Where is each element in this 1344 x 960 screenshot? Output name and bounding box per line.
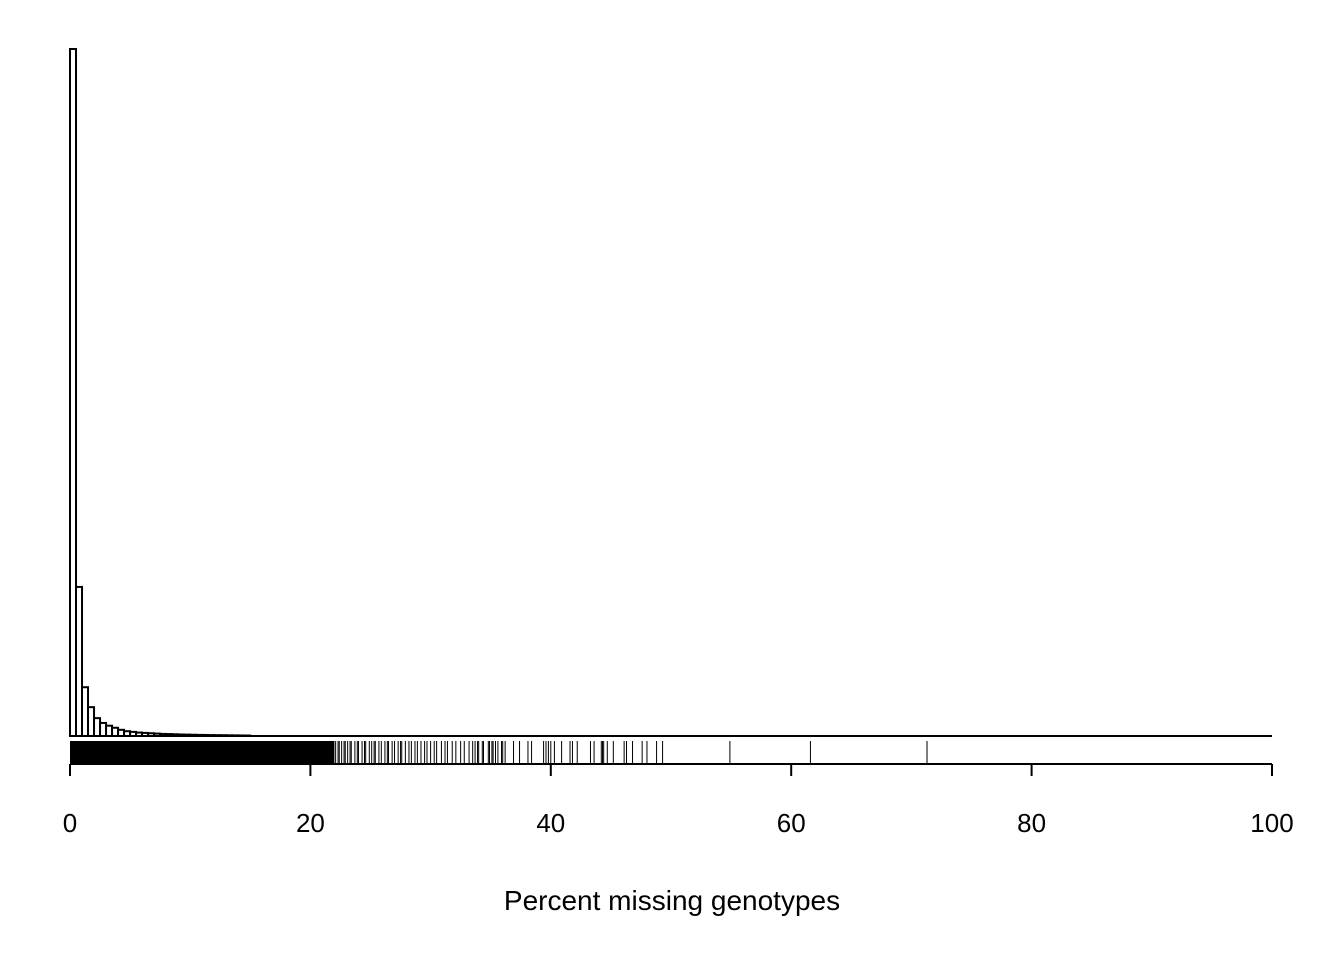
x-axis: 0 20 40 60 80 100 xyxy=(63,763,1294,838)
x-tick-label: 60 xyxy=(777,808,806,838)
histogram-bar xyxy=(69,48,78,737)
x-axis-label: Percent missing genotypes xyxy=(504,885,840,916)
x-tick-label: 80 xyxy=(1017,808,1046,838)
rug-dense-block xyxy=(70,741,335,763)
rug-marks xyxy=(70,741,928,763)
x-tick-label: 100 xyxy=(1250,808,1293,838)
x-tick-label: 40 xyxy=(536,808,565,838)
x-tick-label: 20 xyxy=(296,808,325,838)
histogram-bar xyxy=(75,585,84,738)
histogram-bars xyxy=(69,48,1272,738)
x-tick-label: 0 xyxy=(63,808,77,838)
